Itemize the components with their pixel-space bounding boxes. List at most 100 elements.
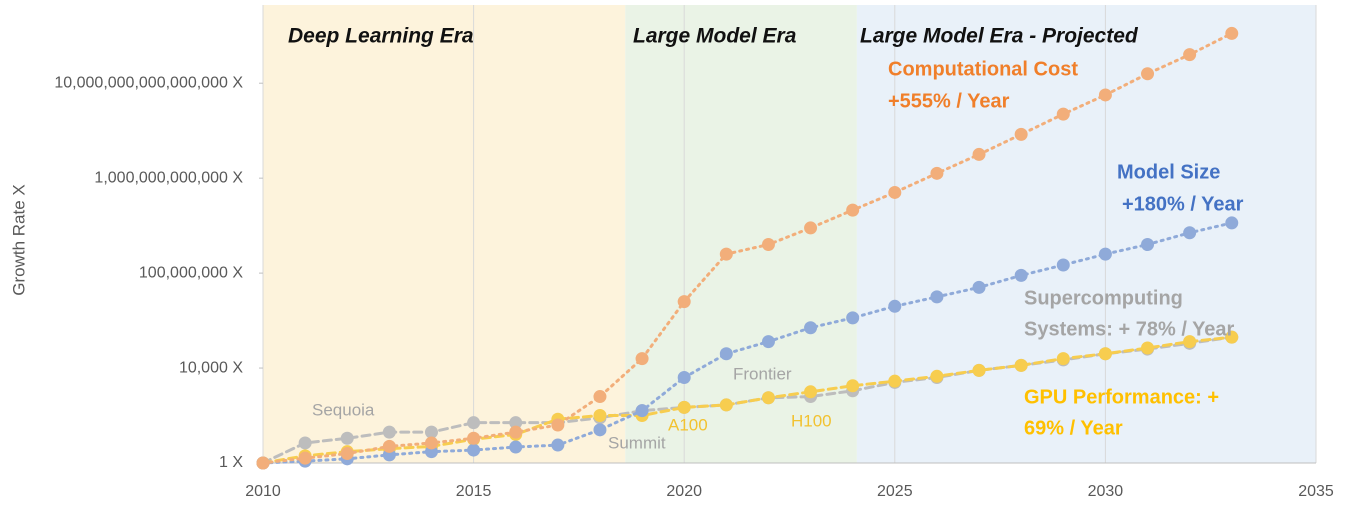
data-point — [382, 425, 396, 439]
data-point — [1225, 26, 1239, 40]
data-point — [804, 221, 818, 235]
data-point — [509, 425, 523, 439]
data-point — [719, 247, 733, 261]
data-point — [593, 409, 607, 423]
data-point — [719, 398, 733, 412]
data-point — [1056, 258, 1070, 272]
era-band — [263, 5, 626, 463]
data-point — [761, 335, 775, 349]
era-label: Large Model Era - Projected — [860, 25, 1139, 48]
era-label: Large Model Era — [633, 25, 797, 48]
era-band — [856, 5, 1316, 463]
data-point — [467, 443, 481, 457]
data-point — [340, 431, 354, 445]
data-point — [1056, 107, 1070, 121]
data-point — [972, 147, 986, 161]
data-point — [761, 238, 775, 252]
data-point — [635, 404, 649, 418]
data-point — [888, 185, 902, 199]
data-point — [1141, 238, 1155, 252]
series-line — [261, 31, 1234, 465]
data-point — [677, 400, 691, 414]
data-point — [340, 447, 354, 461]
x-tick-label: 2010 — [245, 483, 281, 500]
annotation: +180% / Year — [1122, 193, 1244, 215]
point-label: H100 — [791, 411, 832, 430]
data-point — [509, 440, 523, 454]
data-point — [1098, 347, 1112, 361]
y-tick-label: 1,000,000,000,000 X — [94, 169, 243, 186]
data-point — [382, 439, 396, 453]
annotation: +555% / Year — [888, 90, 1010, 112]
data-point — [804, 385, 818, 399]
series-line — [261, 335, 1234, 465]
data-point — [467, 431, 481, 445]
data-point — [1141, 67, 1155, 81]
data-point — [593, 423, 607, 437]
point-label: A100 — [668, 415, 708, 434]
x-tick-label: 2030 — [1088, 483, 1124, 500]
y-tick-label: 100,000,000 X — [139, 264, 243, 281]
data-point — [424, 436, 438, 450]
data-point — [1225, 216, 1239, 230]
data-point — [256, 456, 270, 470]
data-point — [677, 370, 691, 384]
data-point — [972, 280, 986, 294]
era-label: Deep Learning Era — [288, 25, 474, 48]
x-tick-label: 2035 — [1298, 483, 1334, 500]
data-point — [846, 311, 860, 325]
annotation: GPU Performance: + — [1024, 386, 1219, 408]
annotation: Supercomputing — [1024, 287, 1183, 309]
data-point — [677, 295, 691, 309]
data-point — [888, 374, 902, 388]
data-point — [1098, 247, 1112, 261]
data-point — [846, 379, 860, 393]
data-point — [467, 416, 481, 430]
y-tick-label: 1 X — [219, 454, 243, 471]
data-point — [1014, 268, 1028, 282]
data-point — [1225, 330, 1239, 344]
data-point — [1183, 335, 1197, 349]
data-point — [424, 425, 438, 439]
y-axis-label: Growth Rate X — [9, 184, 28, 296]
x-tick-label: 2015 — [456, 483, 492, 500]
data-point — [804, 321, 818, 335]
data-point — [930, 290, 944, 304]
data-point — [1014, 127, 1028, 141]
data-point — [972, 363, 986, 377]
data-point — [635, 352, 649, 366]
point-label: Frontier — [733, 364, 792, 383]
data-point — [1056, 352, 1070, 366]
data-point — [298, 436, 312, 450]
data-point — [509, 416, 523, 430]
data-point — [1098, 88, 1112, 102]
data-point — [1183, 226, 1197, 240]
point-label: Summit — [608, 433, 666, 452]
x-tick-label: 2020 — [666, 483, 702, 500]
data-point — [551, 438, 565, 452]
data-point — [1014, 358, 1028, 372]
y-tick-label: 10,000 X — [179, 359, 243, 376]
data-point — [761, 391, 775, 405]
annotation: Systems: + 78% / Year — [1024, 318, 1235, 340]
annotation: Computational Cost — [888, 58, 1078, 80]
series-line — [261, 221, 1234, 465]
data-point — [719, 347, 733, 361]
data-point — [551, 418, 565, 432]
series-line — [261, 335, 1234, 465]
data-point — [298, 451, 312, 465]
data-point — [1141, 341, 1155, 355]
data-point — [846, 203, 860, 217]
point-label: Sequoia — [312, 400, 375, 419]
annotation: 69% / Year — [1024, 417, 1123, 439]
era-band — [625, 5, 857, 463]
annotation: Model Size — [1117, 161, 1220, 183]
data-point — [930, 369, 944, 383]
x-tick-label: 2025 — [877, 483, 913, 500]
data-point — [930, 166, 944, 180]
y-tick-label: 10,000,000,000,000,000 X — [54, 74, 243, 91]
data-point — [593, 390, 607, 404]
data-point — [1183, 48, 1197, 62]
data-point — [888, 299, 902, 313]
